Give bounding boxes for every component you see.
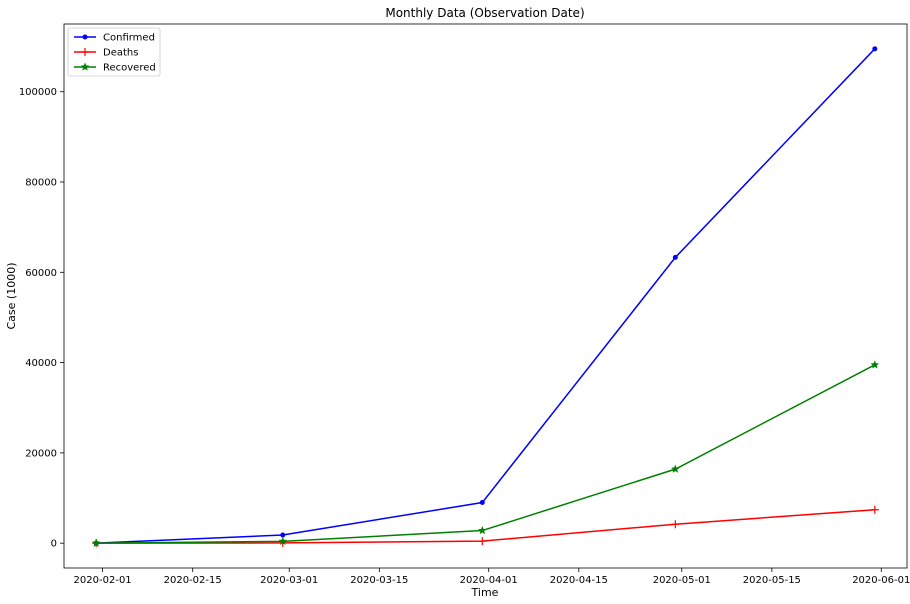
data-point-deaths (478, 537, 487, 546)
x-tick-label: 2020-02-15 (164, 575, 222, 586)
series-line-confirmed (96, 48, 876, 544)
legend-label: Deaths (103, 48, 138, 59)
chart-title: Monthly Data (Observation Date) (385, 6, 584, 20)
legend-marker (81, 48, 89, 56)
data-point-confirmed (672, 254, 678, 260)
series-line-recovered (96, 364, 876, 544)
x-tick-label: 2020-06-01 (852, 575, 910, 586)
data-point-recovered (278, 536, 288, 546)
legend-box (67, 27, 161, 77)
data-point-recovered (91, 538, 101, 547)
legend-marker (82, 34, 88, 40)
y-tick-label: 100000 (19, 87, 57, 98)
data-point-confirmed (280, 532, 286, 538)
data-point-deaths (870, 505, 879, 514)
y-tick-label: 40000 (25, 358, 57, 369)
data-point-deaths (671, 520, 680, 529)
legend-label: Confirmed (103, 33, 155, 44)
data-point-recovered (670, 464, 680, 473)
x-tick-label: 2020-05-01 (653, 575, 711, 586)
data-point-recovered (870, 360, 880, 369)
x-axis-title: Time (471, 586, 499, 599)
x-tick-label: 2020-05-15 (743, 575, 801, 586)
legend-label: Recovered (103, 63, 156, 74)
legend-marker (80, 62, 90, 71)
x-tick-label: 2020-04-01 (460, 575, 518, 586)
x-tick-label: 2020-03-01 (260, 575, 318, 586)
x-tick-label: 2020-03-15 (350, 575, 408, 586)
legend: Confirmed Deaths Recovered (67, 27, 161, 77)
y-tick-label: 60000 (25, 268, 57, 279)
data-point-confirmed (479, 500, 485, 506)
y-tick-label: 20000 (25, 448, 57, 459)
data-point-recovered (477, 525, 487, 535)
x-tick-label: 2020-04-15 (550, 575, 608, 586)
data-point-confirmed (872, 46, 878, 52)
plot-area: 2020-02-01 2020-02-15 2020-03-01 2020-03-15… (19, 23, 910, 586)
y-tick-label: 80000 (25, 178, 57, 189)
y-axis-title: Case (1000) (5, 263, 18, 330)
axes-frame (63, 23, 908, 569)
x-tick-label: 2020-02-01 (74, 575, 132, 586)
y-tick-label: 0 (51, 539, 57, 550)
